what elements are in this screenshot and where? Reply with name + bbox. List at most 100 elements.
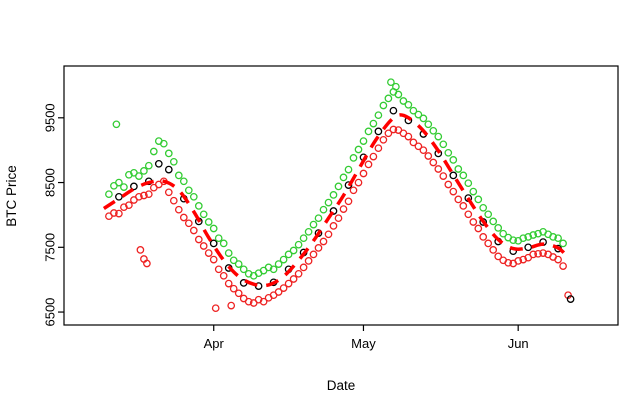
- data-point-r: [464, 210, 473, 219]
- data-point-k: [154, 159, 163, 168]
- data-point-g: [449, 156, 458, 164]
- data-point-g: [189, 192, 198, 201]
- data-point-g: [224, 249, 233, 257]
- data-point-r: [140, 191, 148, 200]
- data-point-g: [115, 178, 123, 187]
- data-point-r: [539, 249, 547, 257]
- data-point-r: [514, 257, 523, 265]
- data-point-r: [294, 269, 303, 278]
- data-point-g: [309, 220, 318, 229]
- data-point-g: [324, 198, 333, 207]
- data-point-g: [149, 147, 158, 156]
- data-point-g: [494, 224, 503, 232]
- data-point-g: [125, 170, 133, 179]
- y-tick-label: 9500: [42, 103, 57, 132]
- plot-frame: [63, 65, 619, 326]
- data-point-r: [419, 146, 428, 155]
- data-point-g: [392, 82, 400, 91]
- x-tick-label: Jun: [508, 336, 529, 351]
- data-point-r: [559, 262, 567, 270]
- data-point-g: [484, 210, 493, 219]
- data-point-r: [334, 214, 343, 223]
- data-point-g: [554, 234, 562, 243]
- data-point-g: [434, 132, 443, 141]
- data-point-g: [534, 229, 542, 238]
- data-point-r: [384, 129, 393, 138]
- data-point-r: [254, 295, 263, 304]
- data-point-g: [284, 250, 293, 259]
- data-point-g: [204, 218, 213, 226]
- data-point-r: [136, 246, 145, 254]
- data-point-g: [120, 183, 128, 191]
- data-point-g: [469, 187, 478, 196]
- axes: 6500 7500 8500 9500 Apr May Jun: [42, 103, 528, 351]
- data-point-r: [429, 158, 438, 167]
- data-point-r: [484, 239, 493, 248]
- data-point-r: [344, 197, 353, 206]
- data-point-k: [209, 239, 218, 248]
- y-axis-title: BTC Price: [4, 165, 19, 227]
- data-point-r: [179, 213, 188, 222]
- data-point-r: [359, 169, 368, 178]
- data-point-r: [434, 165, 443, 173]
- data-point-g: [174, 171, 183, 180]
- data-point-k: [524, 243, 533, 252]
- data-point-r: [143, 259, 151, 268]
- data-point-g: [179, 177, 188, 186]
- data-point-g: [549, 233, 557, 241]
- data-point-g: [294, 240, 303, 249]
- data-point-g: [339, 173, 348, 182]
- data-point-g: [454, 165, 463, 173]
- data-point-r: [194, 235, 203, 244]
- data-point-g: [439, 140, 448, 149]
- data-point-g: [379, 101, 388, 110]
- data-point-r: [439, 172, 448, 180]
- y-tick-label: 8500: [42, 168, 57, 197]
- data-point-r: [424, 152, 433, 160]
- data-point-r: [284, 279, 293, 288]
- data-point-r: [259, 297, 268, 306]
- data-point-g: [184, 186, 193, 195]
- data-point-g: [349, 154, 358, 162]
- data-point-r: [110, 209, 118, 217]
- data-point-r: [204, 249, 213, 257]
- data-point-g: [159, 139, 168, 148]
- data-point-r: [554, 255, 562, 264]
- data-point-r: [125, 201, 133, 210]
- data-point-r: [209, 255, 218, 264]
- data-point-g: [359, 137, 368, 145]
- data-point-g: [354, 145, 363, 154]
- data-point-r: [234, 289, 243, 298]
- data-point-r: [339, 205, 348, 213]
- data-point-r: [279, 284, 288, 292]
- data-point-g: [444, 148, 453, 157]
- data-point-r: [199, 242, 208, 250]
- data-point-r: [494, 252, 503, 261]
- data-point-g: [424, 120, 433, 129]
- data-point-g: [264, 263, 273, 272]
- data-point-r: [349, 186, 358, 195]
- data-point-g: [479, 203, 488, 212]
- data-point-r: [289, 275, 298, 283]
- data-point-r: [529, 250, 538, 259]
- data-point-r: [444, 180, 453, 189]
- data-point-r: [469, 218, 478, 226]
- data-point-g: [279, 255, 288, 264]
- data-point-g: [419, 114, 428, 123]
- data-point-g: [112, 120, 121, 129]
- data-point-g: [329, 191, 338, 199]
- data-point-r: [364, 160, 373, 169]
- data-point-g: [135, 172, 143, 180]
- data-point-g: [334, 182, 343, 191]
- data-point-r: [115, 209, 123, 218]
- data-point-k: [115, 192, 123, 201]
- data-point-r: [299, 263, 308, 272]
- data-point-k: [130, 182, 138, 191]
- y-tick-label: 7500: [42, 233, 57, 262]
- data-point-g: [319, 205, 328, 214]
- data-point-r: [329, 222, 338, 230]
- data-point-g: [489, 217, 498, 226]
- data-point-r: [414, 142, 423, 151]
